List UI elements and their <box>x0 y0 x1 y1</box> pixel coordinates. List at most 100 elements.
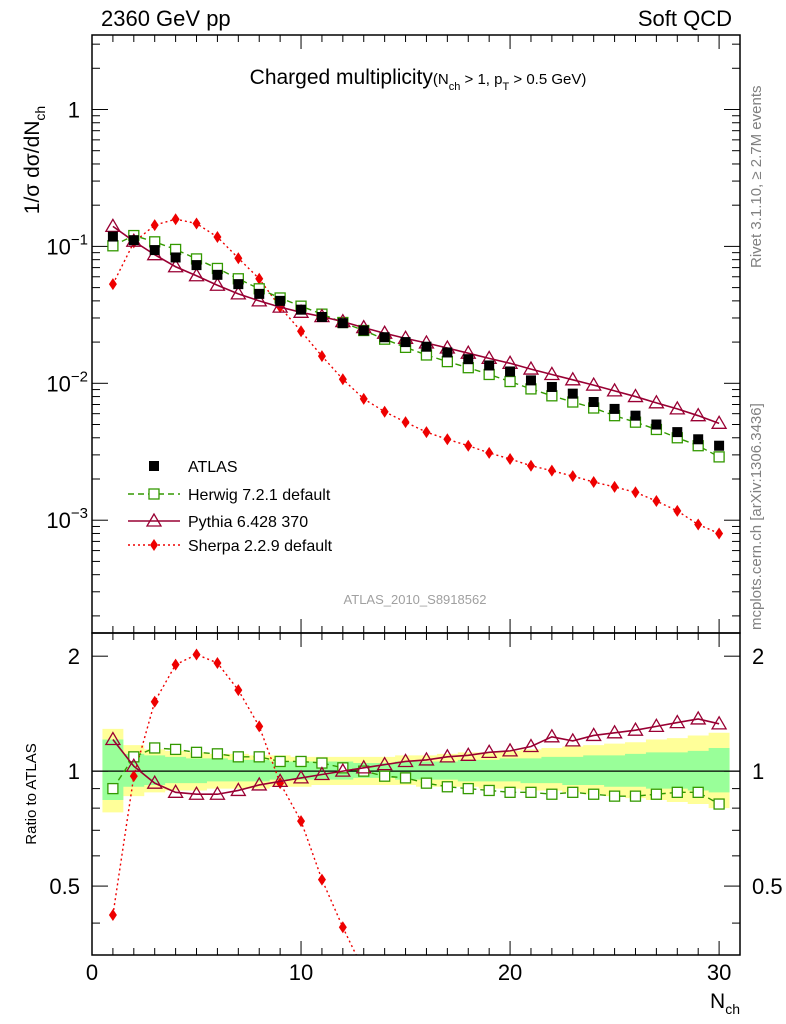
herwig-ratio-point <box>232 751 244 763</box>
pythia-ratio-point <box>104 731 122 746</box>
sherpa-point <box>171 213 180 226</box>
atlas-point <box>379 332 390 343</box>
legend-atlas-label: ATLAS <box>188 459 238 476</box>
herwig-ratio-point <box>253 751 265 763</box>
sherpa-ratio-point <box>297 815 306 828</box>
y-tick-label: 10−3 <box>46 505 88 533</box>
header-left: 2360 GeV pp <box>101 6 231 31</box>
herwig-ratio-point <box>441 781 454 793</box>
sherpa-point <box>464 439 473 452</box>
atlas-point <box>442 347 453 358</box>
atlas-point <box>588 397 599 408</box>
x-axis-label: Nch <box>710 990 740 1017</box>
ratio-band-green <box>102 739 730 801</box>
atlas-point <box>714 440 725 451</box>
herwig-ratio-point <box>483 784 495 797</box>
sherpa-point <box>150 219 159 232</box>
atlas-point <box>525 375 536 386</box>
pythia-ratio-point <box>690 710 707 725</box>
ratio-panel-frame <box>91 632 741 956</box>
rivet-version-label: Rivet 3.1.10, ≥ 2.7M events <box>748 85 765 269</box>
x-axis-label-sub: ch <box>725 1001 740 1017</box>
sherpa-point <box>192 217 201 230</box>
herwig-ratio-point <box>378 770 391 782</box>
atlas-point <box>672 427 683 438</box>
herwig-point <box>462 362 474 374</box>
herwig-ratio-point <box>629 790 642 802</box>
sherpa-point <box>213 231 222 244</box>
sherpa-ratio-point <box>192 648 201 661</box>
ratio-axis-label: Ratio to ATLAS <box>23 743 40 844</box>
sherpa-point <box>297 325 306 338</box>
herwig-ratio-point <box>358 765 370 777</box>
herwig-ratio-point <box>274 755 286 768</box>
sherpa-ratio-point <box>108 909 117 922</box>
pythia-point <box>648 394 665 409</box>
pythia-ratio-point <box>125 757 142 772</box>
y-tick-label: 10−1 <box>46 231 88 259</box>
pythia-ratio-point <box>418 751 435 766</box>
herwig-ratio-point <box>211 748 224 760</box>
herwig-ratio-point <box>399 772 412 784</box>
main-title: Charged multiplicity(Nch > 1, pT > 0.5 G… <box>250 66 587 93</box>
pythia-point <box>585 376 602 391</box>
sherpa-point <box>359 392 368 405</box>
atlas-point <box>233 279 244 290</box>
legend-sherpa-label: Sherpa 2.2.9 default <box>188 538 333 555</box>
sherpa-point <box>610 480 619 493</box>
legend-pythia-label: Pythia 6.428 370 <box>188 514 308 531</box>
legend-atlas-marker <box>149 461 159 471</box>
herwig-ratio-point <box>190 746 203 758</box>
atlas-point <box>463 354 474 365</box>
sherpa-point <box>673 504 682 517</box>
atlas-point <box>170 252 181 263</box>
herwig-point <box>546 390 558 402</box>
pythia-point <box>167 258 184 273</box>
pythia-point <box>209 276 226 291</box>
pythia-point <box>188 267 205 282</box>
analysis-tag: ATLAS_2010_S8918562 <box>344 592 487 607</box>
herwig-ratio-point <box>420 777 433 789</box>
pythia-ratio-point <box>146 774 163 789</box>
x-tick-label: 20 <box>498 960 522 985</box>
pythia-ratio-point <box>230 782 247 797</box>
sherpa-ratio-point <box>234 684 243 697</box>
legend-pythia-marker <box>145 512 163 527</box>
atlas-point <box>191 260 202 271</box>
atlas-point <box>400 337 411 348</box>
legend-herwig-marker <box>148 488 160 500</box>
sherpa-point <box>589 476 598 489</box>
pythia-point <box>271 298 289 313</box>
sherpa-point <box>715 527 724 540</box>
ratio-series-group <box>104 648 728 955</box>
atlas-point <box>316 311 327 322</box>
sherpa-point <box>652 495 661 508</box>
herwig-point <box>483 368 495 381</box>
sherpa-point <box>443 433 452 446</box>
pythia-ratio-point <box>355 759 372 774</box>
atlas-point <box>651 419 662 430</box>
ratio-tick-label-right: 2 <box>752 644 764 669</box>
pythia-point <box>606 382 623 397</box>
pythia-ratio-point <box>292 769 310 784</box>
sherpa-point <box>526 459 535 472</box>
atlas-point <box>567 388 578 399</box>
sherpa-point <box>422 426 431 439</box>
atlas-point <box>337 318 348 329</box>
herwig-line <box>112 234 720 458</box>
atlas-point <box>296 304 307 315</box>
sherpa-ratio-point <box>171 658 180 671</box>
pythia-ratio-point <box>627 721 644 736</box>
sherpa-ratio-point <box>129 770 138 783</box>
atlas-point <box>358 325 369 336</box>
pythia-ratio-point <box>188 785 205 800</box>
sherpa-ratio-point <box>213 656 222 669</box>
sherpa-ratio-line <box>112 653 357 955</box>
legend: ATLAS Herwig 7.2.1 default Pythia 6.428 37… <box>128 459 333 555</box>
y-tick-label-exp: −1 <box>71 231 88 248</box>
pythia-ratio-point <box>334 762 351 777</box>
atlas-point <box>212 269 223 280</box>
y-tick-label-exp: −2 <box>71 368 88 385</box>
pythia-ratio-point <box>376 756 393 771</box>
